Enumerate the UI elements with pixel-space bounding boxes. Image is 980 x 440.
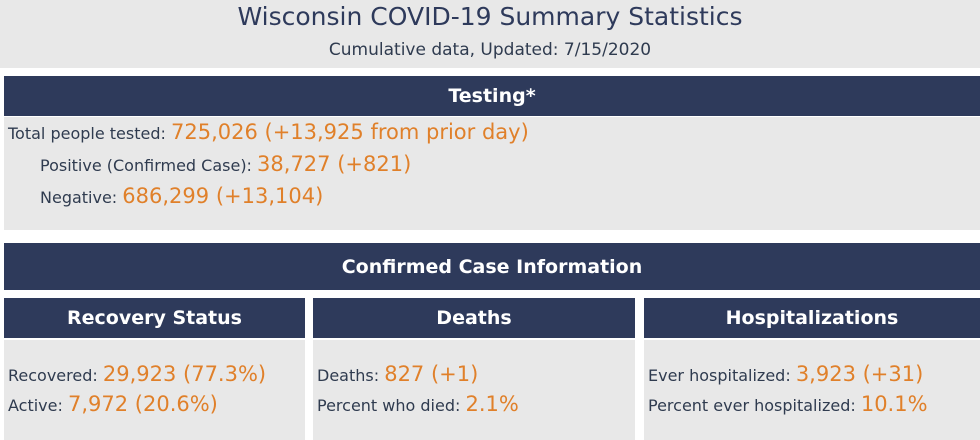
stat-row: Percent who died: 2.1% [317,392,519,416]
stat-value: 725,026 (+13,925 from prior day) [170,120,529,144]
panel-header: Recovery Status [4,298,305,338]
stat-value: 7,972 (20.6%) [67,392,218,416]
title: Wisconsin COVID-19 Summary Statistics [237,2,743,31]
stat-value: 3,923 (+31) [795,362,924,386]
stat-value: 686,299 (+13,104) [122,184,324,208]
stat-row: Negative: 686,299 (+13,104) [40,184,323,208]
stat-value: 827 (+1) [384,362,479,386]
stat-label: Total people tested: [8,124,166,143]
stat-value: 38,727 (+821) [257,152,412,176]
testing-body: Total people tested: 725,026 (+13,925 fr… [4,117,980,230]
panel-body: Ever hospitalized: 3,923 (+31) Percent ev… [644,340,980,440]
stat-label: Active: [8,396,63,415]
stat-label: Negative: [40,188,118,207]
stat-label: Deaths: [317,366,380,385]
header: Wisconsin COVID-19 Summary Statistics Cu… [0,0,980,68]
stat-row: Ever hospitalized: 3,923 (+31) [648,362,923,386]
panel-header: Hospitalizations [644,298,980,338]
stat-label: Ever hospitalized: [648,366,791,385]
stat-label: Recovered: [8,366,98,385]
panel-header: Deaths [313,298,635,338]
stat-value: 2.1% [465,392,519,416]
stat-row: Percent ever hospitalized: 10.1% [648,392,928,416]
stat-label: Positive (Confirmed Case): [40,156,252,175]
section-header: Testing* [4,76,980,116]
stat-value: 10.1% [860,392,928,416]
stat-row: Total people tested: 725,026 (+13,925 fr… [8,120,529,144]
stat-row: Positive (Confirmed Case): 38,727 (+821) [40,152,411,176]
subtitle: Cumulative data, Updated: 7/15/2020 [328,40,652,60]
panel-body: Recovered: 29,923 (77.3%) Active: 7,972 (… [4,340,305,440]
stat-value: 29,923 (77.3%) [102,362,267,386]
stat-row: Recovered: 29,923 (77.3%) [8,362,266,386]
panel-body: Deaths: 827 (+1) Percent who died: 2.1% [313,340,635,440]
stat-label: Percent ever hospitalized: [648,396,856,415]
stat-label: Percent who died: [317,396,461,415]
stat-row: Active: 7,972 (20.6%) [8,392,218,416]
stat-row: Deaths: 827 (+1) [317,362,478,386]
section-header: Confirmed Case Information [4,243,980,290]
